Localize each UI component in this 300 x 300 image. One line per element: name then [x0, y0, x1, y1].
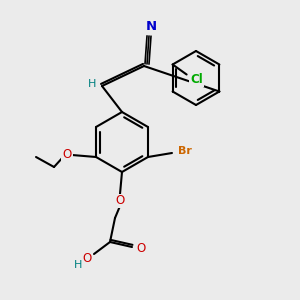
- Text: H: H: [88, 79, 96, 89]
- Text: N: N: [146, 20, 157, 34]
- Text: O: O: [82, 251, 91, 265]
- Text: O: O: [62, 148, 72, 160]
- Text: Cl: Cl: [190, 73, 203, 86]
- Text: Br: Br: [178, 146, 192, 156]
- Text: H: H: [74, 260, 82, 270]
- Text: O: O: [136, 242, 146, 256]
- Text: O: O: [116, 194, 124, 208]
